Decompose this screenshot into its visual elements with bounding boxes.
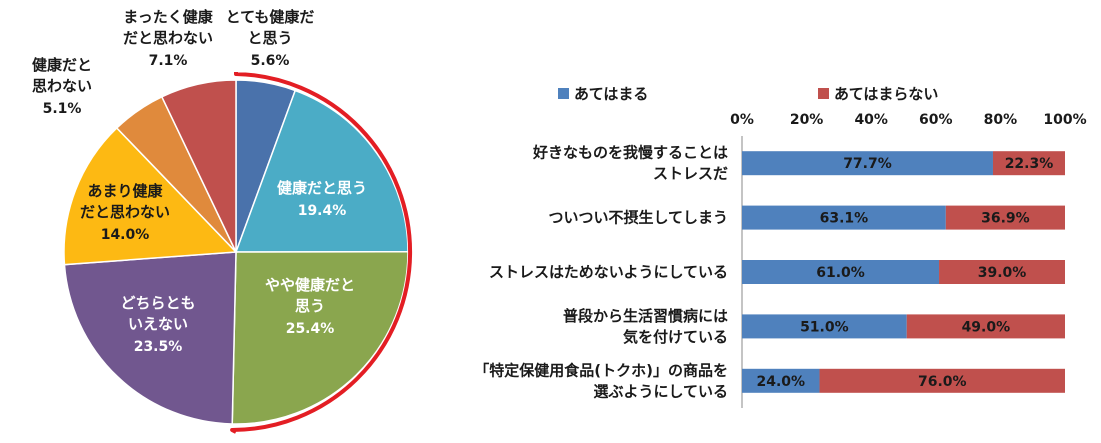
bar-segment (939, 260, 1065, 284)
x-tick-label: 80% (984, 112, 1018, 128)
bar-segment (742, 260, 940, 284)
pie-slice-value: 5.1% (43, 101, 82, 117)
pie-slice-label: 健康だと思わない (32, 56, 92, 95)
bar-value-label: 76.0% (918, 374, 967, 390)
pie-slice-label: とても健康だと思う (226, 8, 315, 47)
pie-slice (160, 79, 237, 253)
highlight-outline (230, 72, 413, 434)
bar-segment (742, 205, 946, 230)
category-label: ついつい不摂生してしまう (548, 209, 728, 227)
bar-segment (992, 151, 1065, 176)
bar-value-label: 61.0% (816, 265, 865, 281)
bar-value-label: 49.0% (962, 319, 1011, 335)
pie-slice-label: まったく健康だと思わない (123, 8, 214, 47)
legend-label: あてはまる (574, 85, 648, 103)
x-tick-label: 40% (854, 112, 888, 128)
bar-segment (742, 314, 907, 339)
bar-value-label: 36.9% (981, 211, 1030, 227)
pie-slice (63, 251, 237, 425)
bar-segment (906, 314, 1065, 339)
stacked-bar-chart: あてはまる あてはまらない 0% 20% 40% 60% 80% 100% 好きなものを我慢する… (474, 85, 1087, 408)
pie-chart: とても健康だと思う 5.6% 健康だと思う 19.4% やや健康だと思う 25.4% どちら… (32, 8, 413, 434)
category-label: 「特定保健用食品(トクホ)」の商品を選ぶようにしている (474, 361, 728, 400)
x-tick-label: 60% (919, 112, 953, 128)
legend-swatch (558, 88, 569, 99)
pie-slice-value: 5.6% (251, 53, 290, 69)
bar-segment (742, 151, 993, 176)
category-label: 好きなものを我慢することはストレスだ (532, 144, 728, 183)
pie-slice-value: 23.5% (134, 339, 183, 355)
pie-slice-value: 25.4% (286, 321, 335, 337)
category-label: ストレスはためないようにしている (489, 263, 728, 281)
pie-slice-label: あまり健康だと思わない (80, 182, 170, 221)
pie-slice-value: 14.0% (101, 227, 150, 243)
bar-value-label: 77.7% (843, 156, 892, 172)
legend-label: あてはまらない (834, 85, 938, 103)
bar-value-label: 63.1% (820, 211, 869, 227)
legend-swatch (818, 88, 829, 99)
x-tick-label: 20% (790, 112, 824, 128)
pie-slice (234, 89, 409, 253)
bar-value-label: 24.0% (756, 374, 805, 390)
legend-item: あてはまらない (818, 85, 938, 103)
pie-slice-label: やや健康だと思う (265, 276, 355, 315)
bar-segment (742, 368, 820, 393)
pie-slice (63, 126, 238, 266)
x-tick-label: 100% (1043, 112, 1086, 128)
bar-value-label: 39.0% (978, 265, 1027, 281)
pie-slice (231, 250, 409, 425)
x-tick-label: 0% (730, 112, 754, 128)
legend-item: あてはまる (558, 85, 648, 103)
bar-segment (819, 368, 1065, 393)
bar-value-label: 22.3% (1005, 156, 1054, 172)
pie-slice-value: 7.1% (149, 53, 188, 69)
pie-slice-label: どちらともいえない (120, 294, 195, 333)
bar-value-label: 51.0% (800, 319, 849, 335)
category-label: 普段から生活習慣病には気を付けている (563, 307, 728, 346)
pie-slice-label: 健康だと思う (277, 179, 367, 197)
bar-segment (945, 205, 1065, 230)
pie-slice-value: 19.4% (298, 203, 347, 219)
